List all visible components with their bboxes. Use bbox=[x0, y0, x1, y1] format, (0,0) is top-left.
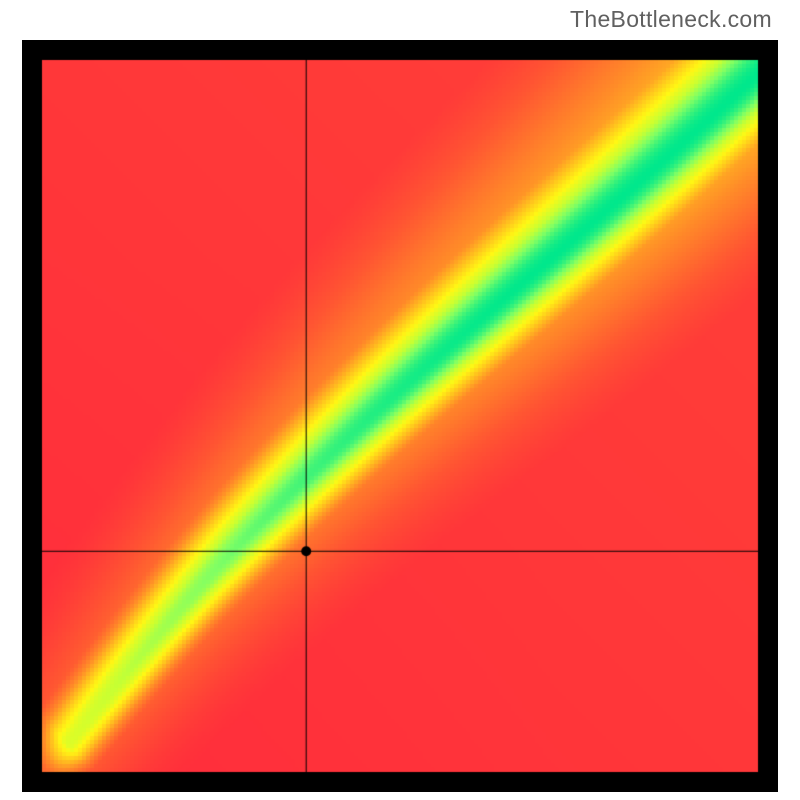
chart-container: TheBottleneck.com bbox=[0, 0, 800, 800]
bottleneck-heatmap bbox=[22, 40, 778, 792]
chart-frame bbox=[22, 40, 778, 792]
attribution-text: TheBottleneck.com bbox=[570, 6, 772, 33]
